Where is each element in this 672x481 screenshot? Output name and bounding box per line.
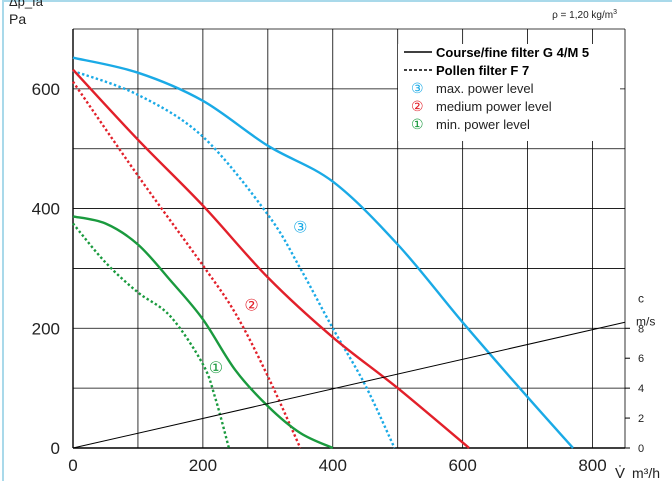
legend-entry-label: min. power level — [436, 117, 530, 132]
legend-entry-label: medium power level — [436, 99, 552, 114]
right-axis-unit: m/s — [636, 314, 655, 328]
series-line-2 — [72, 68, 470, 449]
right-tick-label: 8 — [638, 323, 644, 335]
legend-level-marker: ③ — [411, 80, 424, 96]
curve-level-label: ③ — [293, 220, 307, 237]
curve-level-label: ② — [244, 297, 258, 314]
right-tick-label: 2 — [638, 413, 644, 425]
tick-labels: 0 200 400 600 800 0 200 400 600 — [32, 80, 607, 475]
x-axis-title: V̇ — [615, 465, 625, 481]
legend-entry-label: Course/fine filter G 4/M 5 — [436, 45, 589, 60]
legend: Course/fine filter G 4/M 5 Pollen filter … — [398, 44, 620, 141]
x-tick-label: 0 — [68, 456, 77, 475]
legend-level-marker: ② — [411, 98, 424, 114]
plot-frame — [72, 28, 626, 449]
x-tick-label: 600 — [448, 456, 476, 475]
series-line-3 — [72, 81, 302, 449]
series-line-1 — [72, 69, 396, 449]
y-tick-label: 0 — [51, 439, 60, 458]
y-tick-label: 400 — [32, 200, 60, 219]
legend-level-marker: ① — [411, 116, 424, 132]
x-axis-unit: m³/h — [632, 465, 660, 481]
grid — [73, 29, 625, 448]
right-axis-title: c — [638, 291, 644, 305]
legend-entry-label: Pollen filter F 7 — [436, 63, 529, 78]
legend-box — [398, 44, 620, 141]
legend-entry-label: max. power level — [436, 81, 534, 96]
right-axis: 0 2 4 6 8 c m/s — [625, 291, 655, 455]
series-line-5 — [72, 222, 231, 449]
right-tick-label: 0 — [638, 443, 644, 455]
series-layer — [72, 56, 626, 450]
curve-level-label: ① — [209, 360, 223, 377]
x-tick-label: 800 — [578, 456, 606, 475]
y-tick-label: 200 — [32, 319, 60, 338]
right-tick-label: 4 — [638, 383, 644, 395]
right-tick-label: 6 — [638, 353, 644, 365]
series-line-0 — [72, 56, 574, 449]
density-note: ρ = 1,20 kg/m3 — [552, 9, 617, 21]
x-tick-label: 200 — [189, 456, 217, 475]
series-line-4 — [72, 215, 334, 450]
x-tick-label: 400 — [319, 456, 347, 475]
y-axis-unit: Pa — [9, 11, 26, 27]
series-line-6 — [72, 321, 626, 449]
y-axis-title: Δp_fa — [9, 0, 44, 9]
y-tick-label: 600 — [32, 80, 60, 99]
curve-labels: ③ ② ① — [209, 220, 308, 378]
